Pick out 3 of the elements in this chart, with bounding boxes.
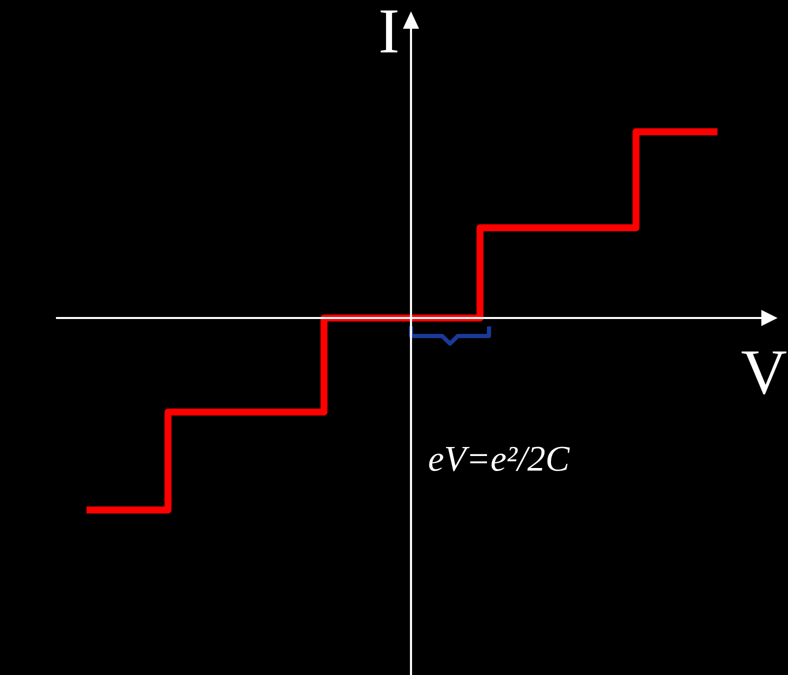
annotation: eV=e²/2C bbox=[429, 446, 570, 472]
y-axis-title: I bbox=[380, 10, 398, 52]
x-axis-title: V bbox=[742, 352, 786, 394]
